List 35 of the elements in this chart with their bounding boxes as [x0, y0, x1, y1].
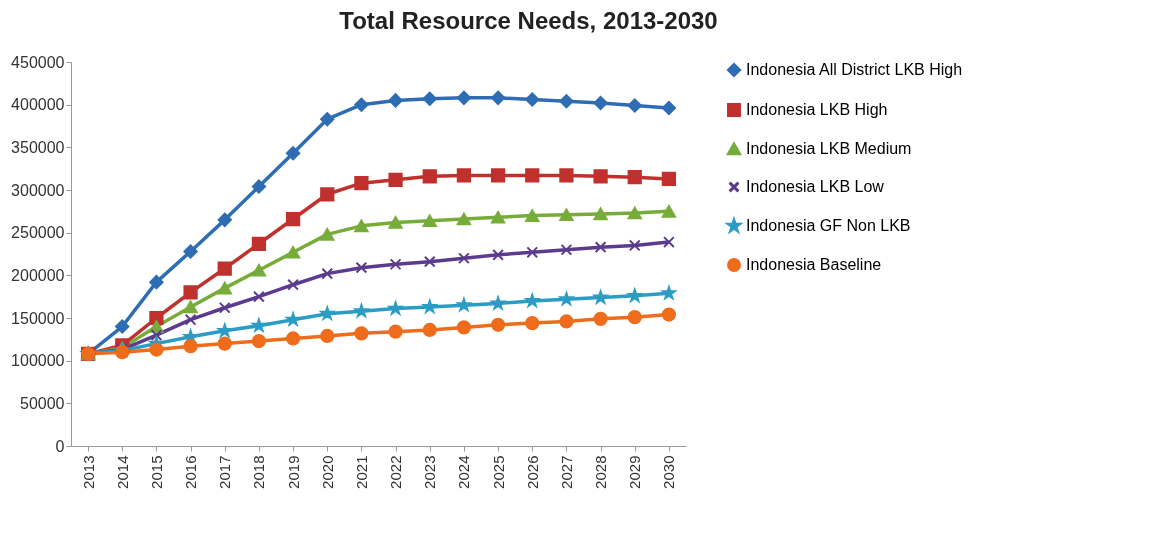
- y-tick-label: 100000: [11, 352, 65, 370]
- x-tick-label: 2025: [489, 455, 507, 489]
- y-tick-label: 0: [55, 437, 65, 455]
- chart-title: Total Resource Needs, 2013-2030: [339, 7, 718, 34]
- x-tick-label: 2030: [660, 455, 678, 489]
- x-tick-label: 2029: [626, 455, 644, 489]
- y-tick-label: 300000: [11, 181, 65, 199]
- x-tick-label: 2022: [387, 455, 405, 489]
- x-tick-label: 2019: [284, 455, 302, 489]
- y-tick-label: 150000: [11, 309, 65, 327]
- y-tick-label: 50000: [20, 394, 65, 412]
- x-tick-label: 2020: [318, 455, 336, 489]
- y-tick-label: 200000: [11, 266, 65, 284]
- x-tick-label: 2013: [79, 455, 97, 489]
- y-tick-label: 350000: [11, 138, 65, 156]
- x-tick-label: 2015: [147, 455, 165, 489]
- x-tick-label: 2023: [421, 455, 439, 489]
- legend-label: Indonesia Baseline: [746, 256, 882, 273]
- legend-label: Indonesia LKB Low: [746, 178, 885, 195]
- x-tick-label: 2021: [352, 455, 370, 489]
- y-tick-label: 250000: [11, 224, 65, 242]
- y-tick-label: 450000: [11, 53, 65, 71]
- x-tick-label: 2017: [216, 455, 234, 489]
- x-tick-label: 2018: [250, 455, 268, 489]
- x-tick-label: 2026: [523, 455, 541, 489]
- y-tick-label: 400000: [11, 96, 65, 114]
- legend-label: Indonesia All District LKB High: [746, 61, 963, 78]
- x-tick-label: 2028: [592, 455, 610, 489]
- x-tick-label: 2027: [557, 455, 575, 489]
- legend-label: Indonesia LKB Medium: [746, 140, 912, 157]
- x-tick-label: 2024: [455, 455, 473, 489]
- legend-label: Indonesia LKB High: [746, 101, 888, 118]
- x-tick-label: 2016: [182, 455, 200, 489]
- x-tick-label: 2014: [113, 455, 131, 489]
- legend-label: Indonesia GF Non LKB: [746, 217, 911, 234]
